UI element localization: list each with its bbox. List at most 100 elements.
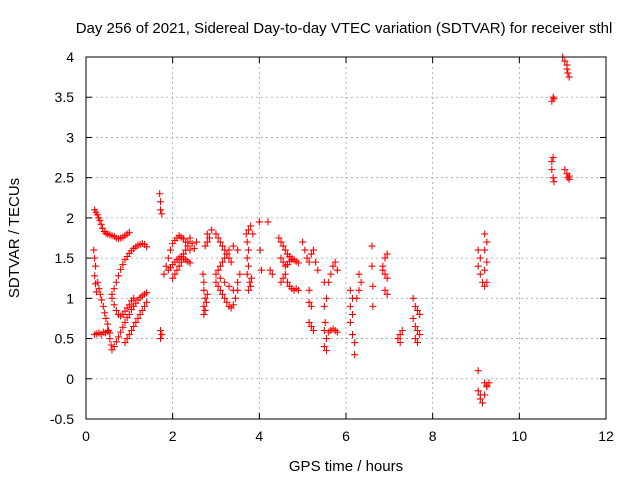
data-point: [414, 306, 421, 314]
data-point: [110, 343, 118, 351]
data-point: [234, 278, 242, 286]
data-point: [383, 250, 391, 258]
data-point: [414, 339, 421, 347]
data-point: [369, 302, 377, 310]
data-point: [221, 278, 229, 286]
data-point: [143, 289, 151, 297]
data-point: [355, 286, 363, 294]
data-point: [123, 335, 131, 343]
data-point: [474, 262, 482, 270]
data-point: [245, 226, 252, 234]
y-tick-label: 0.5: [55, 331, 75, 347]
data-point: [307, 322, 315, 330]
data-point: [157, 327, 165, 335]
data-point: [277, 254, 285, 262]
data-point: [476, 270, 484, 278]
data-point: [323, 347, 330, 355]
data-point: [279, 242, 287, 250]
data-point: [214, 282, 222, 290]
data-point: [414, 327, 421, 335]
data-point: [91, 254, 99, 262]
data-point: [219, 242, 226, 250]
data-point: [164, 254, 172, 262]
data-point: [110, 285, 118, 293]
data-point: [281, 246, 289, 254]
data-point: [125, 310, 133, 318]
data-point: [171, 270, 179, 278]
data-point: [202, 298, 210, 306]
data-point: [481, 246, 489, 254]
data-point: [110, 301, 118, 309]
data-point: [247, 222, 255, 230]
data-point: [128, 327, 135, 335]
data-point: [327, 270, 335, 278]
data-point: [162, 262, 170, 270]
data-point: [200, 310, 208, 318]
data-point: [549, 154, 557, 162]
data-point: [349, 310, 356, 318]
data-point: [549, 93, 557, 101]
data-point: [243, 254, 251, 262]
data-point: [214, 266, 222, 274]
data-point: [256, 246, 264, 254]
y-tick-label: -0.5: [50, 411, 74, 427]
data-points: [90, 53, 573, 407]
data-point: [180, 250, 187, 258]
tick-labels: 0 2 4 6 8 10 12 -0.5 0 0.5 1 1.5 2 2.5 3 3.5 4: [50, 49, 614, 444]
data-point: [563, 65, 571, 73]
data-point: [474, 387, 482, 395]
data-point: [219, 290, 226, 298]
data-point: [323, 335, 330, 343]
data-point: [92, 262, 100, 270]
data-point: [90, 246, 98, 254]
data-point: [248, 274, 256, 282]
data-point: [247, 282, 255, 290]
y-tick-label: 1.5: [55, 250, 75, 266]
data-point: [394, 335, 402, 343]
data-point: [565, 73, 573, 81]
data-point: [200, 286, 208, 294]
data-point: [474, 367, 482, 375]
data-point: [346, 302, 354, 310]
data-point: [112, 338, 120, 346]
data-point: [320, 327, 328, 335]
data-point: [301, 246, 309, 254]
x-tick-label: 0: [82, 428, 90, 444]
data-point: [96, 216, 104, 224]
data-point: [97, 220, 105, 228]
data-point: [229, 286, 237, 294]
data-point: [411, 322, 419, 330]
data-point: [117, 265, 125, 273]
data-point: [112, 306, 120, 314]
data-point: [223, 250, 231, 258]
data-point: [119, 261, 127, 269]
data-point: [208, 226, 216, 234]
data-point: [483, 258, 491, 266]
data-point: [173, 266, 181, 274]
data-point: [299, 238, 307, 246]
data-point: [561, 166, 569, 174]
data-point: [130, 294, 138, 302]
data-point: [186, 234, 194, 242]
data-point: [416, 310, 424, 318]
data-point: [225, 246, 233, 254]
data-point: [561, 57, 569, 65]
data-point: [158, 210, 166, 218]
data-point: [212, 270, 220, 278]
data-point: [474, 246, 482, 254]
data-point: [245, 286, 252, 294]
data-point: [91, 272, 99, 280]
data-point: [353, 294, 361, 302]
data-point: [212, 230, 220, 238]
data-point: [203, 238, 211, 246]
series-points: [90, 53, 573, 407]
data-point: [227, 258, 235, 266]
data-point: [409, 314, 417, 322]
data-point: [212, 278, 220, 286]
data-point: [368, 242, 376, 250]
data-point: [279, 258, 287, 266]
data-point: [275, 234, 283, 242]
data-point: [346, 318, 354, 326]
data-point: [411, 302, 419, 310]
data-point: [175, 262, 183, 270]
